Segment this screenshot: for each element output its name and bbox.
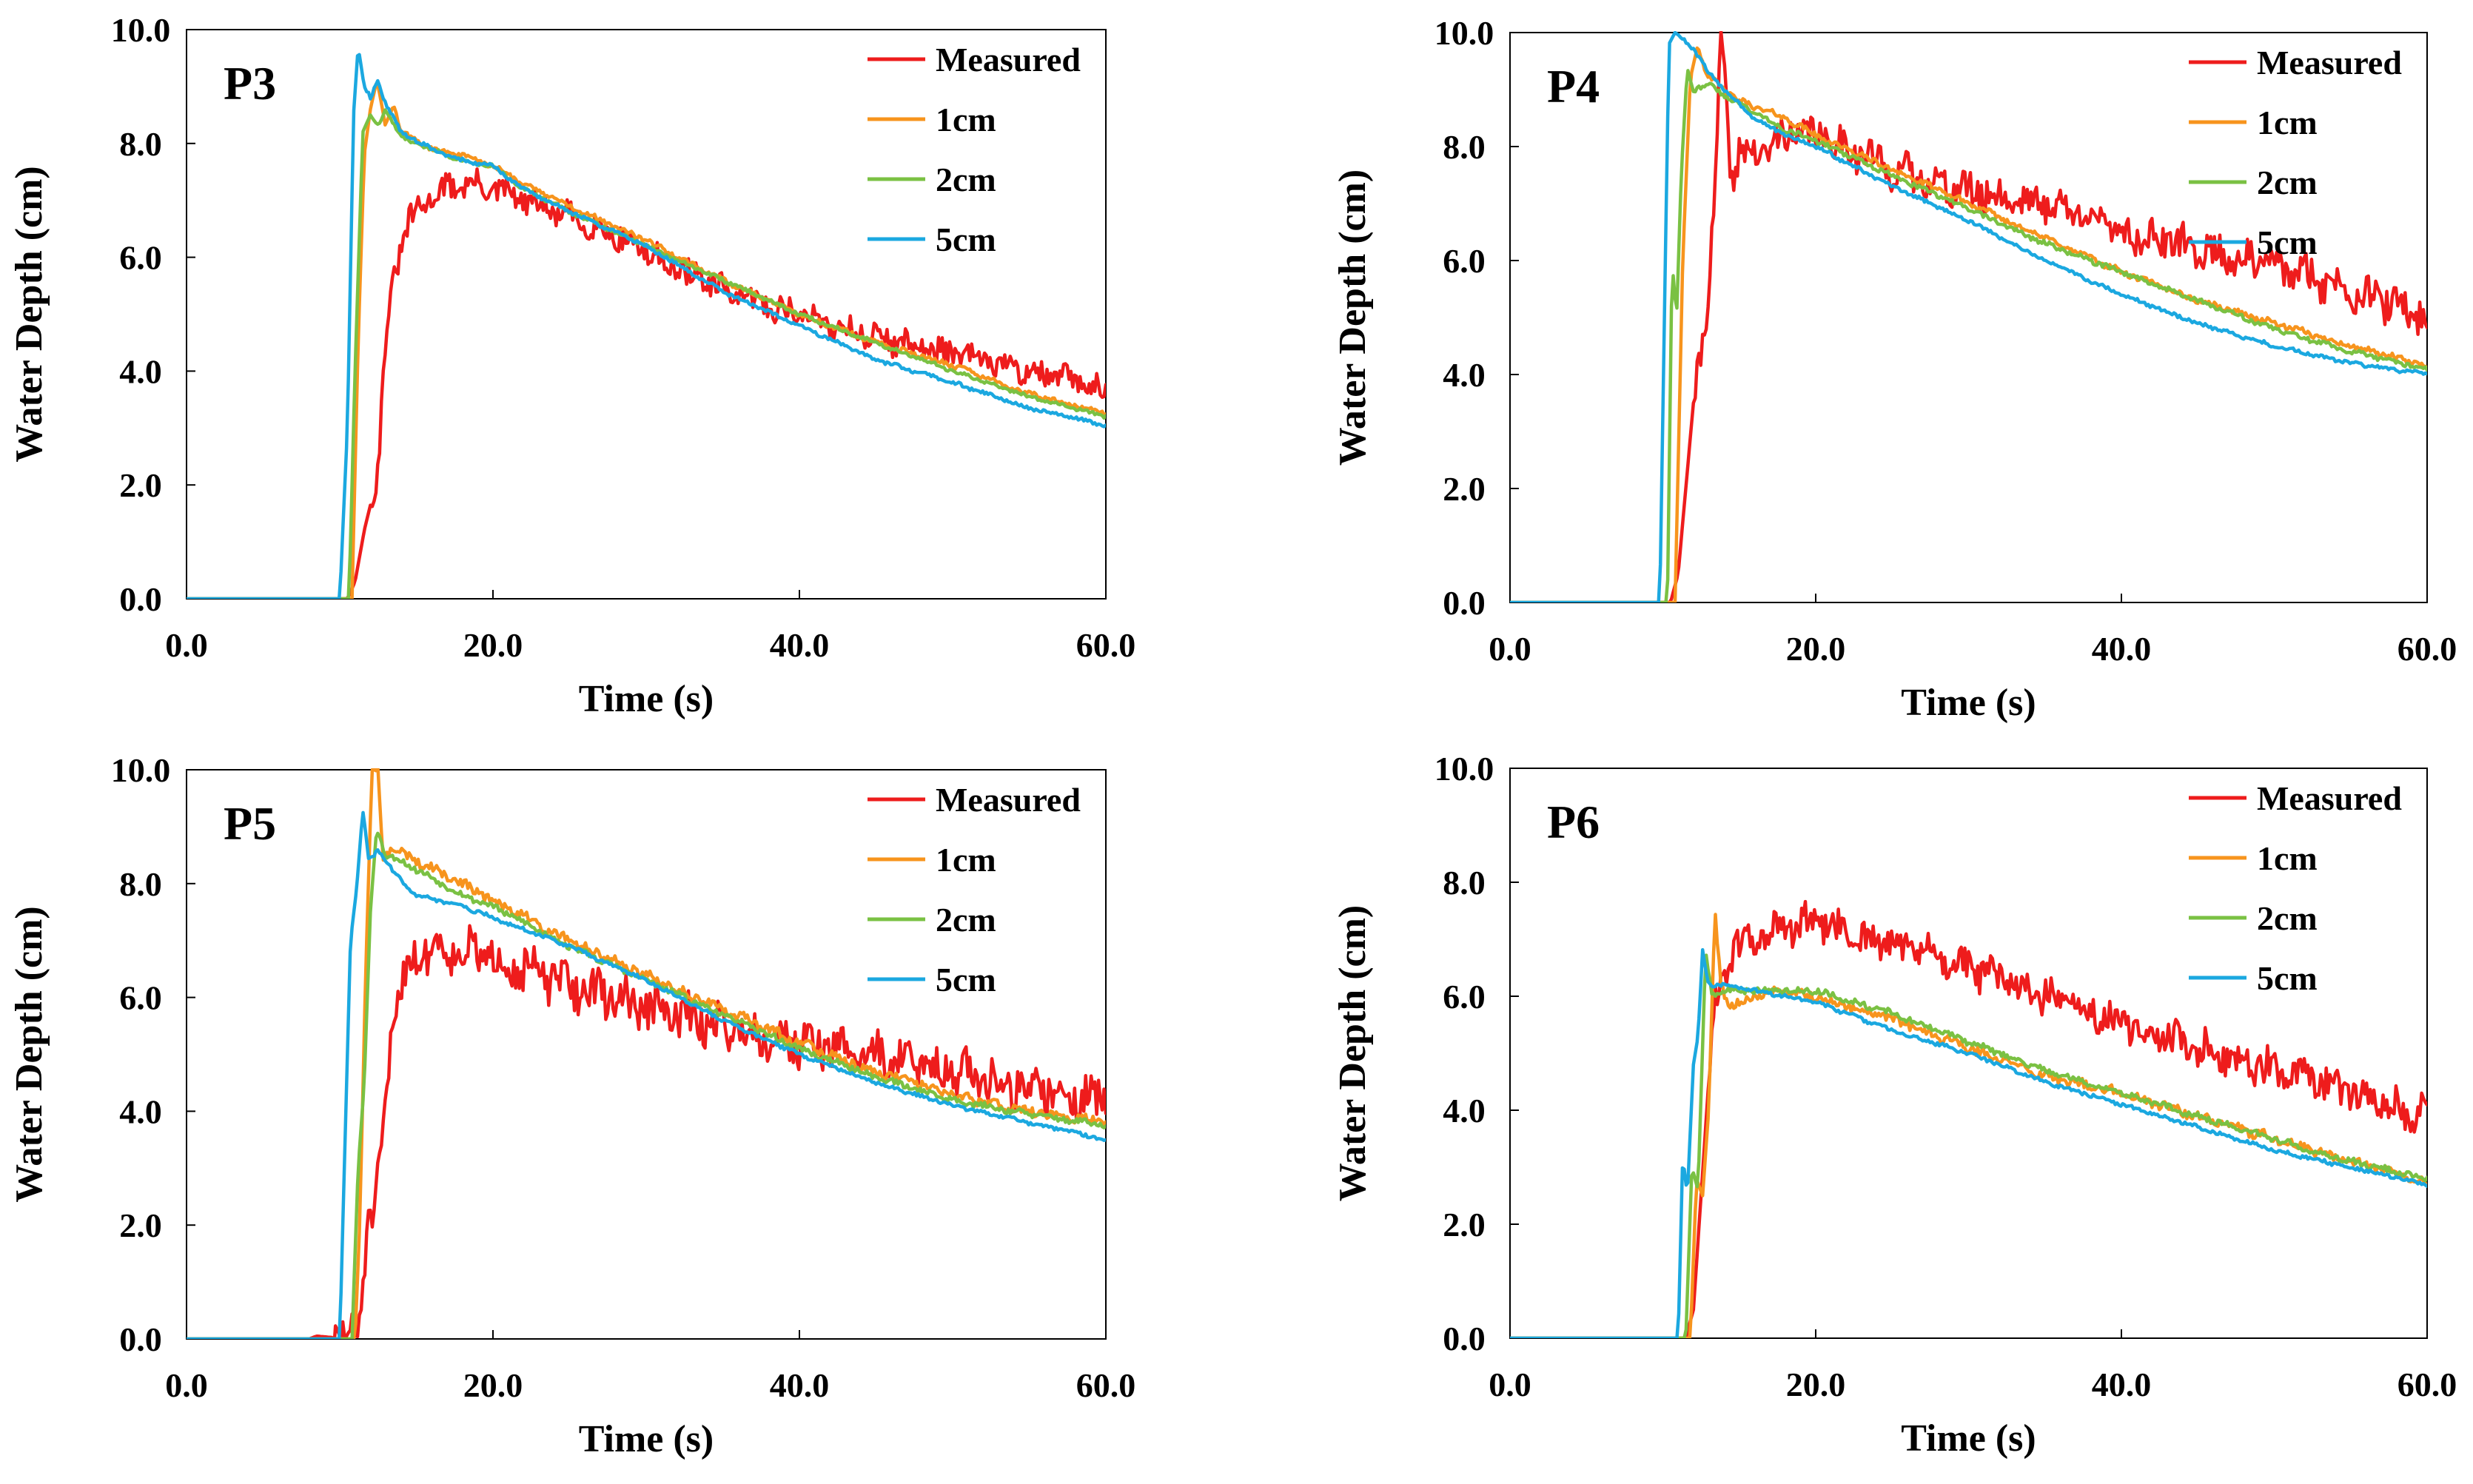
- legend-label-1cm: 1cm: [2257, 104, 2318, 141]
- series-line-2cm: [1510, 953, 2427, 1338]
- y-tick-label: 6.0: [1443, 978, 1486, 1015]
- y-tick-label: 10.0: [111, 751, 171, 789]
- y-tick-label: 2.0: [119, 466, 162, 504]
- y-tick-label: 0.0: [119, 1320, 162, 1358]
- x-tick-label: 60.0: [1076, 626, 1136, 664]
- y-tick-label: 0.0: [119, 580, 162, 618]
- y-tick-label: 8.0: [1443, 864, 1486, 902]
- panel-label: P3: [224, 57, 276, 110]
- series-line-1cm: [187, 82, 1106, 599]
- legend-label-measured: Measured: [936, 41, 1081, 78]
- legend-label-5cm: 5cm: [2257, 959, 2318, 997]
- series-lines: [1510, 31, 2427, 602]
- series-lines: [187, 53, 1106, 599]
- x-tick-label: 0.0: [165, 626, 208, 664]
- y-tick-label: 4.0: [119, 1092, 162, 1130]
- series-line-5cm: [1510, 947, 2427, 1338]
- y-tick-label: 10.0: [1435, 750, 1494, 788]
- y-axis-label: Water Depth (cm): [1332, 905, 1374, 1202]
- x-tick-label: 0.0: [1489, 1366, 1531, 1403]
- series-lines: [1510, 899, 2427, 1338]
- panel-label: P4: [1547, 60, 1600, 113]
- y-tick-label: 10.0: [1435, 14, 1494, 52]
- legend-label-measured: Measured: [2257, 44, 2402, 81]
- x-tick-label: 20.0: [1786, 1366, 1846, 1403]
- legend-label-2cm: 2cm: [2257, 899, 2318, 937]
- series-line-5cm: [187, 53, 1106, 599]
- x-tick-label: 20.0: [1786, 630, 1846, 668]
- y-tick-label: 2.0: [119, 1206, 162, 1244]
- legend-label-5cm: 5cm: [2257, 224, 2318, 261]
- series-line-measured: [1510, 31, 2427, 602]
- chart-panel-p3: 0.0 2.0 4.0 6.0 8.0 10.0 0.0 20.0 40.0 60.0 Time (…: [8, 11, 1135, 720]
- x-axis-label: Time (s): [1901, 1417, 2036, 1460]
- chart-panel-p5: 0.0 2.0 4.0 6.0 8.0 10.0 0.0 20.0 40.0 60.0 Time (…: [8, 751, 1135, 1460]
- y-tick-label: 6.0: [119, 239, 162, 277]
- legend-label-1cm: 1cm: [936, 101, 996, 138]
- y-axis-label: Water Depth (cm): [8, 906, 50, 1203]
- y-tick-label: 0.0: [1443, 1320, 1486, 1357]
- legend-label-2cm: 2cm: [2257, 164, 2318, 201]
- y-tick-label: 4.0: [1443, 1092, 1486, 1129]
- x-tick-label: 20.0: [463, 626, 523, 664]
- y-axis-label: Water Depth (cm): [1332, 169, 1374, 466]
- x-axis-label: Time (s): [579, 678, 714, 720]
- series-line-measured: [1510, 899, 2427, 1338]
- plot-frame: [1509, 32, 2428, 603]
- legend-label-2cm: 2cm: [936, 161, 996, 198]
- x-axis-label: Time (s): [579, 1418, 714, 1460]
- chart-panel-p4: 0.0 2.0 4.0 6.0 8.0 10.0 0.0 20.0 40.0 60.0 Time (…: [1332, 14, 2457, 724]
- y-tick-label: 8.0: [119, 865, 162, 903]
- x-axis-label: Time (s): [1901, 682, 2036, 724]
- y-tick-label: 0.0: [1443, 584, 1486, 622]
- chart-panel-p6: 0.0 2.0 4.0 6.0 8.0 10.0 0.0 20.0 40.0 60.0 Time (…: [1332, 750, 2457, 1460]
- y-tick-label: 4.0: [1443, 356, 1486, 394]
- x-tick-label: 60.0: [2397, 1366, 2457, 1403]
- y-tick-label: 4.0: [119, 352, 162, 390]
- x-tick-label: 0.0: [165, 1366, 208, 1404]
- plot-frame: [1509, 768, 2428, 1339]
- series-line-5cm: [1510, 31, 2427, 602]
- plot-frame: [186, 29, 1107, 600]
- x-tick-label: 0.0: [1489, 630, 1531, 668]
- series-line-1cm: [187, 768, 1106, 1339]
- panel-label: P5: [224, 797, 276, 850]
- series-line-1cm: [1510, 46, 2427, 602]
- y-tick-label: 8.0: [119, 125, 162, 163]
- plot-frame: [186, 769, 1107, 1340]
- legend-label-5cm: 5cm: [936, 961, 996, 998]
- y-tick-label: 8.0: [1443, 128, 1486, 166]
- x-tick-label: 40.0: [2092, 1366, 2152, 1403]
- legend-label-1cm: 1cm: [2257, 839, 2318, 877]
- series-line-5cm: [187, 810, 1106, 1339]
- y-tick-label: 2.0: [1443, 470, 1486, 508]
- legend-label-2cm: 2cm: [936, 901, 996, 939]
- x-tick-label: 40.0: [770, 626, 830, 664]
- y-tick-label: 10.0: [111, 11, 171, 49]
- legend-label-measured: Measured: [936, 781, 1081, 819]
- x-tick-label: 60.0: [1076, 1366, 1136, 1404]
- legend-label-5cm: 5cm: [936, 221, 996, 258]
- x-tick-label: 40.0: [770, 1366, 830, 1404]
- y-tick-label: 2.0: [1443, 1206, 1486, 1243]
- y-tick-label: 6.0: [119, 979, 162, 1017]
- x-tick-label: 20.0: [463, 1366, 523, 1404]
- x-tick-label: 60.0: [2397, 630, 2457, 668]
- y-tick-label: 6.0: [1443, 242, 1486, 280]
- legend-label-1cm: 1cm: [936, 841, 996, 879]
- panel-label: P6: [1547, 796, 1600, 848]
- series-line-2cm: [1510, 69, 2427, 602]
- x-tick-label: 40.0: [2092, 630, 2152, 668]
- legend-label-measured: Measured: [2257, 779, 2402, 817]
- y-axis-label: Water Depth (cm): [8, 166, 50, 463]
- series-lines: [187, 768, 1106, 1339]
